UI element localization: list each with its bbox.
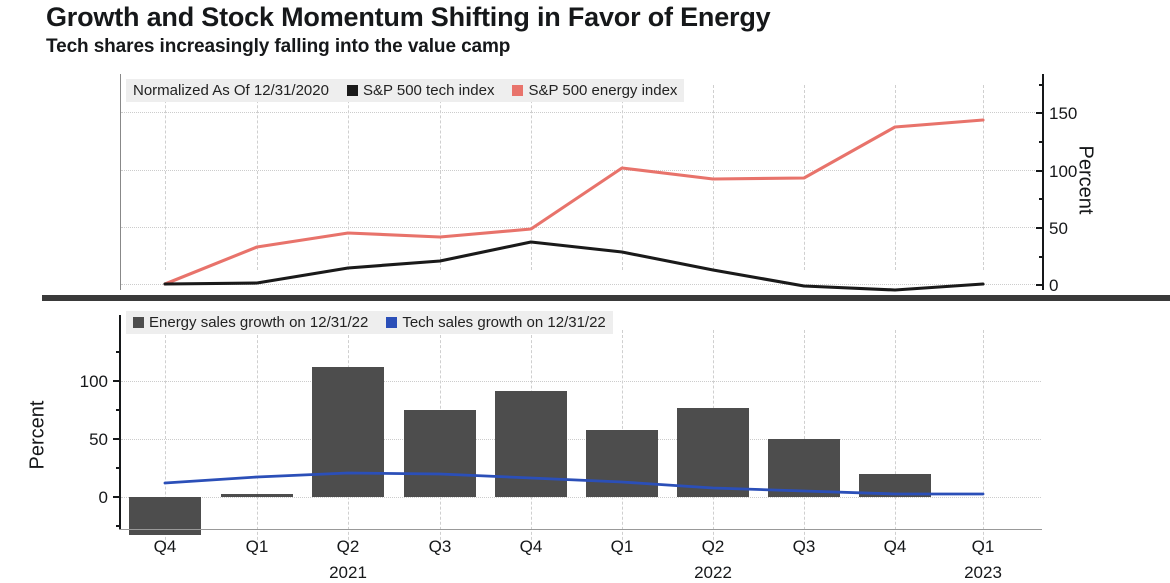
x-tick-label-q: Q2	[701, 537, 725, 556]
bar-energy-sales	[129, 497, 201, 535]
axis-tick-minor	[1039, 198, 1044, 200]
axis-tick-minor	[116, 467, 121, 469]
square-marker-icon	[133, 317, 144, 328]
axis-tick-minor	[116, 525, 121, 527]
bar-energy-sales	[221, 494, 293, 497]
x-tick-label-q: Q1	[245, 537, 269, 556]
gridline-h	[121, 381, 1041, 382]
bottom-chart-panel: Energy sales growth on 12/31/22 Tech sal…	[0, 305, 1170, 582]
y-tick-label: 100	[79, 372, 108, 391]
gridline-h	[121, 439, 1041, 440]
square-marker-icon	[386, 317, 398, 328]
gridline-h	[121, 112, 1041, 113]
top-chart-plot	[121, 85, 1041, 292]
bar-energy-sales	[404, 410, 476, 497]
y-tick-label: 50	[89, 430, 108, 449]
x-tick-label-q: Q3	[428, 537, 452, 556]
gridline-h	[121, 170, 1041, 171]
axis-tick-minor	[116, 409, 121, 411]
x-tick-label-q: Q4	[519, 537, 543, 556]
x-tick-label-q: Q3	[792, 537, 816, 556]
gridline-v	[440, 85, 442, 270]
axis-tick-minor	[1039, 84, 1044, 86]
bottom-chart-plot	[121, 330, 1041, 550]
legend-note-label: Normalized As Of 12/31/2020	[133, 82, 329, 99]
gridline-v	[348, 85, 350, 270]
top-chart-panel: Normalized As Of 12/31/2020 S&P 500 tech…	[0, 70, 1170, 298]
gridline-v	[165, 85, 167, 270]
gridline-v	[895, 330, 897, 550]
gridline-h	[121, 497, 1041, 498]
axis-tick-minor	[1039, 141, 1044, 143]
x-tick-label-q: Q1	[610, 537, 634, 556]
panel-separator	[42, 295, 1170, 301]
square-marker-icon	[512, 85, 524, 96]
y-tick-label: 150	[1049, 104, 1078, 123]
y-tick-label: 0	[98, 488, 108, 507]
x-tick-label-q: Q4	[153, 537, 177, 556]
legend-item-tech-label: S&P 500 tech index	[362, 82, 495, 99]
x-tick-label-q: Q1	[971, 537, 995, 556]
axis-tick-major	[1036, 227, 1044, 229]
bottom-chart-legend: Energy sales growth on 12/31/22 Tech sal…	[126, 311, 613, 334]
legend-item-tech-sales-label: Tech sales growth on 12/31/22	[402, 314, 606, 331]
top-chart-series-svg	[163, 118, 985, 292]
gridline-v	[165, 330, 167, 550]
y-tick-label: 100	[1049, 162, 1078, 181]
gridline-v	[983, 330, 985, 550]
axis-tick-major	[1036, 112, 1044, 114]
x-axis-year-label: 2023	[964, 563, 1002, 582]
legend-item-energy-sales[interactable]: Energy sales growth on 12/31/22	[133, 314, 368, 331]
axis-tick-major	[113, 438, 121, 440]
legend-note: Normalized As Of 12/31/2020	[133, 82, 329, 99]
x-axis-year-label: 2022	[694, 563, 732, 582]
x-axis-year-label: 2021	[329, 563, 367, 582]
top-chart-legend: Normalized As Of 12/31/2020 S&P 500 tech…	[126, 79, 685, 102]
bar-energy-sales	[768, 439, 840, 497]
bar-energy-sales	[586, 430, 658, 497]
page-subtitle: Tech shares increasingly falling into th…	[46, 36, 511, 57]
y-tick-label: 0	[1049, 276, 1059, 295]
gridline-h	[121, 227, 1041, 228]
gridline-v	[257, 330, 259, 550]
axis-tick-major	[1036, 170, 1044, 172]
bottom-chart-y-axis-title: Percent	[26, 400, 49, 470]
gridline-v	[257, 85, 259, 270]
axis-tick-minor	[1039, 256, 1044, 258]
axis-tick-major	[113, 380, 121, 382]
bottom-chart-bottom-axis	[119, 529, 1042, 530]
x-tick-label-q: Q2	[336, 537, 360, 556]
energy-index-line	[163, 118, 985, 286]
page-title: Growth and Stock Momentum Shifting in Fa…	[46, 2, 771, 32]
tech-index-line	[163, 240, 985, 292]
gridline-v	[531, 85, 533, 270]
legend-item-tech-sales[interactable]: Tech sales growth on 12/31/22	[386, 314, 606, 331]
bar-energy-sales	[859, 474, 931, 497]
top-chart-left-axis	[120, 74, 121, 290]
legend-item-energy-sales-label: Energy sales growth on 12/31/22	[149, 314, 369, 331]
gridline-h	[121, 284, 1041, 285]
bar-energy-sales	[677, 408, 749, 497]
y-tick-label: 50	[1049, 219, 1068, 238]
bottom-chart-series-svg	[163, 471, 985, 496]
legend-item-energy[interactable]: S&P 500 energy index	[512, 82, 677, 99]
legend-item-energy-label: S&P 500 energy index	[528, 82, 678, 99]
gridline-v	[622, 85, 624, 270]
legend-item-tech[interactable]: S&P 500 tech index	[346, 82, 495, 99]
axis-tick-major	[1036, 284, 1044, 286]
gridline-v	[895, 85, 897, 270]
top-chart-right-axis	[1042, 74, 1044, 290]
gridline-v	[983, 85, 985, 270]
axis-tick-major	[113, 496, 121, 498]
tech-sales-growth-line	[163, 471, 985, 496]
axis-tick-minor	[116, 351, 121, 353]
top-chart-y-axis-title: Percent	[1074, 145, 1097, 215]
bottom-chart-left-axis	[119, 315, 121, 530]
x-tick-label-q: Q4	[883, 537, 907, 556]
square-marker-icon	[346, 85, 358, 96]
